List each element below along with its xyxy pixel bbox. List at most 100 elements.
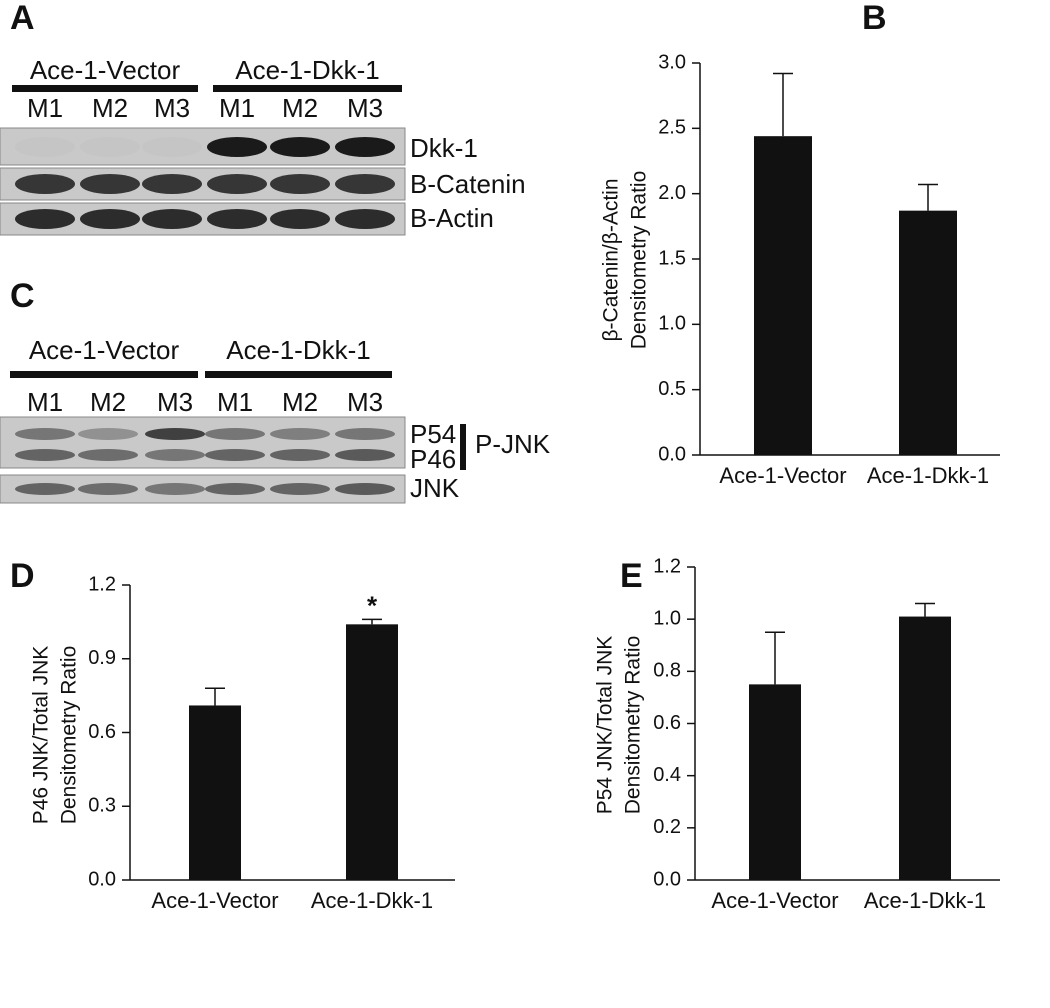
blot-band	[78, 483, 138, 495]
panel-label: E	[620, 557, 643, 595]
blot-band	[15, 209, 75, 229]
blot-band	[270, 174, 330, 194]
y-tick-label: 0.3	[88, 795, 116, 817]
group-label: Ace-1-Vector	[29, 335, 180, 365]
row-label: B-Actin	[410, 203, 494, 233]
x-tick-label: Ace-1-Dkk-1	[867, 463, 989, 488]
blot-band	[270, 137, 330, 157]
significance-mark: *	[367, 590, 378, 620]
blot-band	[270, 449, 330, 461]
y-tick-label: 0.4	[653, 764, 681, 786]
y-tick-label: 0.6	[88, 721, 116, 743]
y-axis-label: β-Catenin/β-Actin	[600, 178, 623, 341]
row-label: P46	[410, 444, 456, 474]
blot-band	[335, 137, 395, 157]
blot-band	[335, 428, 395, 440]
panel-label: D	[10, 557, 35, 595]
y-tick-label: 0.0	[653, 868, 681, 890]
y-tick-label: 1.2	[653, 555, 681, 577]
y-axis-label: P54 JNK/Total JNK	[594, 636, 617, 815]
blot-band	[15, 483, 75, 495]
y-tick-label: 0.0	[88, 868, 116, 890]
bar	[749, 684, 801, 880]
bracket-label: P-JNK	[475, 429, 551, 459]
y-tick-label: 2.0	[658, 182, 686, 204]
row-label: Dkk-1	[410, 133, 478, 163]
lane-label: M1	[27, 93, 63, 123]
blot-band	[142, 174, 202, 194]
blot-band	[15, 137, 75, 157]
y-axis-label: Densitometry Ratio	[622, 636, 645, 815]
blot-band	[145, 428, 205, 440]
y-tick-label: 0.9	[88, 647, 116, 669]
blot-band	[335, 449, 395, 461]
blot-band	[207, 209, 267, 229]
blot-band	[80, 174, 140, 194]
y-tick-label: 3.0	[658, 51, 686, 73]
blot-band	[270, 483, 330, 495]
blot-band	[270, 209, 330, 229]
bar	[754, 136, 812, 455]
blot-band	[15, 449, 75, 461]
y-axis-label: Densitometry Ratio	[58, 646, 81, 825]
lane-label: M3	[347, 387, 383, 417]
y-tick-label: 1.0	[653, 607, 681, 629]
y-tick-label: 0.8	[653, 660, 681, 682]
blot-band	[205, 428, 265, 440]
y-tick-label: 2.5	[658, 117, 686, 139]
group-underline	[213, 85, 402, 92]
group-label: Ace-1-Vector	[30, 55, 181, 85]
lane-label: M2	[282, 93, 318, 123]
blot-band	[205, 449, 265, 461]
blot-strip	[0, 416, 406, 469]
row-label: P54	[410, 419, 456, 449]
blot-band	[80, 209, 140, 229]
bar	[899, 210, 957, 455]
group-underline	[10, 371, 198, 378]
x-tick-label: Ace-1-Dkk-1	[864, 888, 986, 913]
group-underline	[12, 85, 198, 92]
y-tick-label: 0.2	[653, 816, 681, 838]
blot-band	[78, 428, 138, 440]
blot-band	[142, 137, 202, 157]
lane-label: M1	[219, 93, 255, 123]
blot-band	[270, 428, 330, 440]
x-tick-label: Ace-1-Vector	[151, 888, 278, 913]
x-tick-label: Ace-1-Vector	[711, 888, 838, 913]
panel-label: B	[862, 0, 887, 37]
lane-label: M2	[92, 93, 128, 123]
row-label: B-Catenin	[410, 169, 526, 199]
lane-label: M3	[347, 93, 383, 123]
x-tick-label: Ace-1-Vector	[719, 463, 846, 488]
blot-band	[80, 137, 140, 157]
blot-band	[207, 174, 267, 194]
lane-label: M3	[154, 93, 190, 123]
y-tick-label: 0.6	[653, 712, 681, 734]
blot-band	[335, 174, 395, 194]
blot-band	[145, 449, 205, 461]
group-underline	[205, 371, 392, 378]
blot-band	[142, 209, 202, 229]
lane-label: M1	[27, 387, 63, 417]
blot-band	[335, 209, 395, 229]
y-tick-label: 0.0	[658, 443, 686, 465]
y-axis-label: Densitometry Ratio	[628, 171, 651, 350]
y-axis-label: P46 JNK/Total JNK	[30, 646, 53, 825]
blot-band	[15, 428, 75, 440]
group-label: Ace-1-Dkk-1	[235, 55, 379, 85]
y-tick-label: 1.2	[88, 573, 116, 595]
bar	[346, 624, 398, 880]
panel-label: A	[10, 0, 35, 37]
blot-band	[205, 483, 265, 495]
lane-label: M3	[157, 387, 193, 417]
panel-label: C	[10, 277, 35, 315]
blot-band	[15, 174, 75, 194]
group-label: Ace-1-Dkk-1	[226, 335, 370, 365]
blot-band	[145, 483, 205, 495]
y-tick-label: 1.5	[658, 247, 686, 269]
row-label: JNK	[410, 473, 460, 503]
y-tick-label: 1.0	[658, 313, 686, 335]
lane-label: M2	[282, 387, 318, 417]
blot-band	[78, 449, 138, 461]
